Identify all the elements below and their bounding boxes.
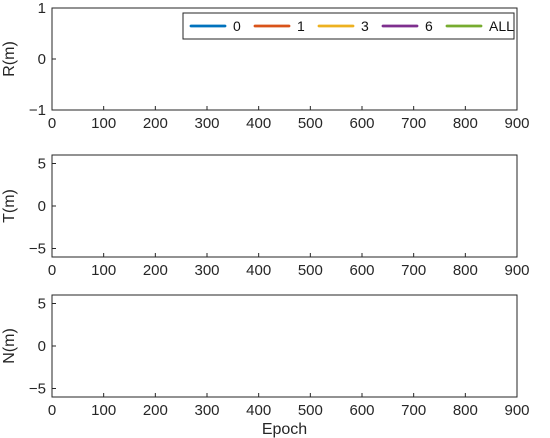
y-tick-label-t-2: 5 [38,156,46,173]
x-tick-label-t-3: 300 [194,262,219,279]
y-tick-label-n-1: 0 [38,338,46,355]
legend-label-6: 6 [425,18,433,34]
x-tick-label-t-1: 100 [91,262,116,279]
x-tick-label-n-9: 900 [504,402,529,419]
y-axis-label-r: R(m) [1,41,18,77]
x-axis-label-n: Epoch [262,421,307,438]
legend-label-1: 1 [297,18,305,34]
x-tick-label-r-0: 0 [48,115,56,132]
x-tick-label-n-3: 300 [194,402,219,419]
x-tick-label-r-5: 500 [298,115,323,132]
x-tick-label-r-4: 400 [246,115,271,132]
y-axis-label-t: T(m) [1,189,18,223]
x-tick-label-t-7: 700 [401,262,426,279]
x-tick-label-r-8: 800 [453,115,478,132]
x-tick-label-n-2: 200 [143,402,168,419]
legend: 0 1 3 6 ALL [182,12,515,40]
y-tick-label-r-0: −1 [29,102,46,119]
y-tick-label-r-1: 0 [38,51,46,68]
axes-frame-n [51,294,518,398]
x-tick-label-r-7: 700 [401,115,426,132]
x-tick-label-t-5: 500 [298,262,323,279]
y-tick-label-t-0: −5 [29,241,46,258]
x-tick-label-n-8: 800 [453,402,478,419]
x-tick-label-n-4: 400 [246,402,271,419]
x-tick-label-n-5: 500 [298,402,323,419]
x-tick-label-n-6: 600 [349,402,374,419]
y-tick-label-r-2: 1 [38,0,46,17]
x-tick-label-r-6: 600 [349,115,374,132]
x-tick-label-t-8: 800 [453,262,478,279]
x-tick-label-t-0: 0 [48,262,56,279]
x-tick-label-r-2: 200 [143,115,168,132]
y-tick-label-n-2: 5 [38,296,46,313]
x-tick-label-n-1: 100 [91,402,116,419]
y-tick-label-t-1: 0 [38,198,46,215]
x-tick-label-r-3: 300 [194,115,219,132]
y-axis-label-n: N(m) [1,328,18,364]
legend-label-3: 3 [361,18,369,34]
x-tick-label-t-4: 400 [246,262,271,279]
x-tick-label-t-2: 200 [143,262,168,279]
x-tick-label-n-7: 700 [401,402,426,419]
legend-label-all: ALL [489,18,514,34]
axes-frame-t [51,154,518,258]
panel-n: 0 100 200 300 400 500 600 700 800 900−505N(m)Epoc… [1,294,530,438]
x-tick-label-t-6: 600 [349,262,374,279]
x-tick-label-r-1: 100 [91,115,116,132]
x-tick-label-r-9: 900 [504,115,529,132]
x-tick-label-n-0: 0 [48,402,56,419]
x-tick-label-t-9: 900 [504,262,529,279]
legend-label-0: 0 [233,18,241,34]
y-tick-label-n-0: −5 [29,381,46,398]
